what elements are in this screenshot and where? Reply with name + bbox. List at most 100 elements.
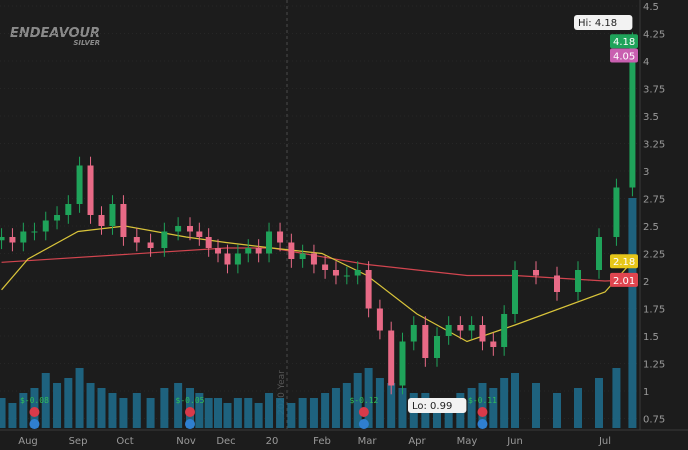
y-tick-label: 4.5 [643,2,659,13]
y-tick-label: 1.75 [643,305,665,316]
candle [175,226,182,232]
price-badge-label: 2.18 [613,257,635,268]
candle [255,248,262,254]
y-tick-label: 3.75 [643,85,665,96]
volume-bar [174,383,183,428]
candle [277,231,284,243]
candle [42,220,49,232]
volume-bar [41,373,50,428]
candle [245,248,252,254]
volume-bar [223,403,232,428]
volume-bar [375,378,384,428]
volume-bar [353,373,362,428]
x-tick-label: Apr [408,436,426,447]
volume-bar [342,383,351,428]
earnings-icon [29,407,40,417]
y-tick-label: 4 [643,57,649,68]
candle [332,270,339,276]
dividend-icon [29,419,40,429]
volume-bar [233,398,242,428]
candle [596,237,602,270]
candle [490,341,497,347]
volume-bar [387,383,396,428]
price-badge-label: 4.05 [613,52,635,63]
volume-bar [321,393,330,428]
volume-bar [478,383,487,428]
low-label: Lo: 0.99 [412,401,452,412]
volume-bar [108,393,117,428]
candle [76,165,83,204]
x-tick-label: Sep [69,436,88,447]
candle [205,237,212,248]
candle [120,204,127,237]
volume-bar [214,398,222,428]
candle [468,325,475,331]
volume-bar [204,398,213,428]
volume-bar [244,398,253,428]
volume-bar [119,398,128,428]
volume-bar [132,393,141,428]
candle [224,253,231,265]
volume-bar [86,383,95,428]
dividend-icon [185,419,195,429]
price-badge [610,34,638,49]
x-tick-label: Aug [18,436,38,447]
x-tick-label: Jun [506,436,523,447]
dividend-icon [358,419,369,429]
candle [629,41,636,188]
volume-bar [298,398,307,428]
candle [512,270,518,314]
volume-bar [97,388,106,428]
y-tick-label: 0.75 [643,415,665,426]
dividend-icon [477,419,488,429]
candle [234,253,241,265]
volume-bar [276,398,285,428]
volume-bar [19,393,28,428]
volume-bar [75,368,84,428]
volume-bar [287,403,296,428]
candle [322,264,329,270]
low-label-box [408,398,467,413]
candle [133,237,140,243]
volume-bar [612,368,621,428]
y-tick-label: 2.5 [643,222,659,233]
candle [365,270,372,309]
volume-bar [467,388,476,428]
candle [445,325,452,336]
candle [147,242,154,248]
high-label-box [574,15,633,30]
x-tick-label: Feb [313,436,331,447]
high-label: Hi: 4.18 [578,18,617,29]
y-tick-label: 3.5 [643,112,659,123]
earnings-label: $-0.11 [468,396,497,405]
volume-bar [53,383,62,428]
year-marker-label: 2020 Year [277,370,287,415]
candle [410,325,417,342]
candle [613,187,620,237]
candle [266,231,273,254]
x-tick-label: Oct [116,436,133,447]
x-tick-label: Nov [176,436,196,447]
candle [376,308,383,331]
candle [533,270,539,276]
candle [65,204,72,215]
volume-bar [628,198,637,428]
volume-bar [574,388,582,428]
earnings-icon [477,407,488,417]
price-badge [610,48,638,63]
candle [215,248,221,254]
price-badge [610,272,638,287]
candle [479,325,486,342]
candle [98,215,105,226]
volume-bar [511,373,519,428]
candle [457,325,464,331]
volume-bar [553,393,561,428]
earnings-label: $-0.12 [349,396,378,405]
candle [109,204,116,226]
y-tick-label: 1.25 [643,360,665,371]
volume-bar [146,398,155,428]
moving-average-yellow [1,225,633,343]
x-tick-label: Jul [598,436,611,447]
y-tick-label: 2.25 [643,250,665,261]
